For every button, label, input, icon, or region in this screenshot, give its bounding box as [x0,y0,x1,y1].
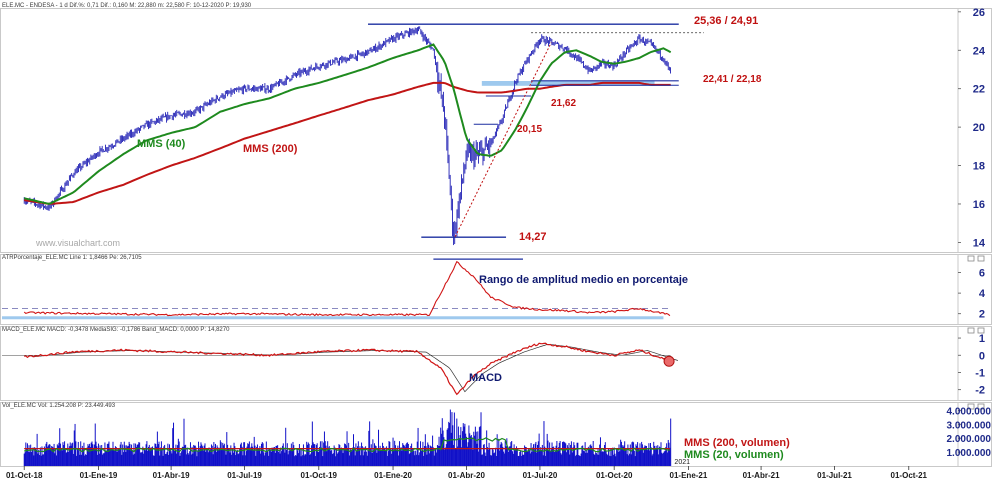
macd-y-tick-label: -2 [975,385,985,397]
atr-line [23,260,671,317]
watermark: www.visualchart.com [35,238,120,248]
atr-header: ATRPorcentaje_ELE.MC Line 1: 1,8466 Pe: … [2,255,142,261]
macd-signal-marker [663,355,675,367]
support-zone-band [481,81,655,86]
price-y-tick-label: 16 [973,199,985,211]
panel-close-icon [977,327,985,334]
legend-mms200: MMS (200) [243,143,298,155]
price-y-tick-label: 20 [973,122,985,134]
x-axis-label: 01-Oct-20 [596,471,633,480]
atr-y-tick-label: 2 [979,309,985,321]
volume-y-tick-label: 3.000.000 [947,420,992,431]
x-axis-label: 01-Ene-19 [80,471,118,480]
volume-y-tick-label: 2.000.000 [947,434,992,445]
macd-header: MACD_ELE.MC MACD: -0,3478 MediaSIG: -0,1… [2,327,230,333]
panel-close-icon [977,403,985,410]
macd-line [24,342,670,396]
price-y-tick-label: 24 [973,45,986,57]
date-x-axis: 01-Oct-18 01-Ene-19 01-Abr-19 01-Jul-19 01-O… [6,459,928,480]
x-axis-label: 01-Ene-21 [670,471,708,480]
volume-y-tick-label: 4.000.000 [947,406,992,417]
annotation-support: 22,41 / 22,18 [703,74,762,85]
annotation-macd: MACD [469,372,502,384]
annotation-atr: Rango de amplitud medio en porcentaje [479,274,688,286]
volume-header: Vol_ELE.MC Vol: 1.254.208 P: 23.449.493 [2,403,116,409]
x-axis-label: 01-Oct-18 [6,471,43,480]
x-axis-label: 01-Abr-19 [153,471,190,480]
annotation-low: 14,27 [519,231,547,243]
x-axis-label: 01-Oct-19 [301,471,338,480]
volume-panel[interactable]: Vol_ELE.MC Vol: 1.254.208 P: 23.449.493 … [2,403,991,466]
price-panel[interactable]: 14 16 18 20 22 24 26 www.visualchart.com ELE.M… [2,3,986,249]
x-axis-label: 01-Ene-20 [374,471,412,480]
atr-baseline-band [2,316,664,320]
macd-y-tick-label: -1 [975,367,985,379]
atr-y-tick-label: 6 [979,268,985,280]
macd-y-tick-label: 1 [979,333,985,345]
panel-maximize-icon [967,327,975,334]
mms-40-line [23,43,672,205]
chart-annotations: 25,36 / 24,91 22,41 / 22,18 21,62 20,15 14,2… [137,15,790,461]
x-axis-label: 01-Jul-21 [817,471,852,480]
x-axis-year-marker: 2021 [674,459,690,466]
annotation-20-15: 20,15 [517,124,542,135]
price-y-axis: 14 16 18 20 22 24 26 [958,7,986,249]
legend-mms40: MMS (40) [137,138,186,150]
x-axis-label: 01-Jul-20 [523,471,558,480]
price-header: ELE.MC - ENDESA - 1 d Dif.%: 0,71 Dif.: … [2,3,252,9]
price-y-tick-label: 14 [973,237,986,249]
atr-panel[interactable]: ATRPorcentaje_ELE.MC Line 1: 1,8466 Pe: … [2,255,986,321]
legend-volume-mms200: MMS (200, volumen) [684,437,790,449]
macd-panel[interactable]: MACD_ELE.MC MACD: -0,3478 MediaSIG: -0,1… [2,327,985,397]
x-axis-label: 01-Abr-21 [743,471,780,480]
trendline-dotted [454,42,552,237]
macd-y-tick-label: 0 [979,350,985,362]
volume-mms20-line [24,437,670,453]
volume-y-tick-label: 1.000.000 [947,448,992,459]
panel-maximize-icon [967,255,975,262]
price-y-tick-label: 26 [973,7,985,19]
price-y-tick-label: 22 [973,84,985,96]
x-axis-label: 01-Jul-19 [227,471,262,480]
price-levels [368,23,704,238]
annotation-21-62: 21,62 [551,98,576,109]
legend-volume-mms20: MMS (20, volumen) [684,449,784,461]
atr-y-tick-label: 4 [979,288,986,300]
panel-close-icon [977,255,985,262]
price-y-tick-label: 18 [973,161,985,173]
panel-maximize-icon [967,403,975,410]
x-axis-label: 01-Oct-21 [891,471,928,480]
annotation-resistance: 25,36 / 24,91 [694,15,758,27]
x-axis-label: 01-Abr-20 [448,471,485,480]
